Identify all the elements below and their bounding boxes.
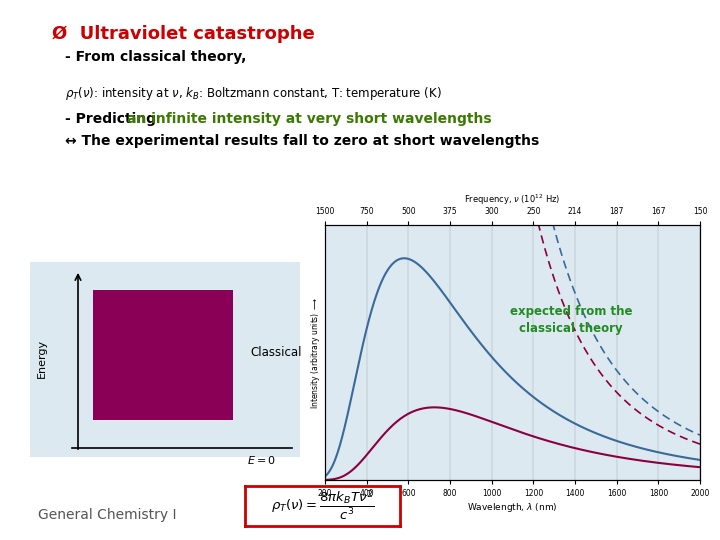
Text: Energy: Energy (37, 339, 47, 377)
Text: General Chemistry I: General Chemistry I (38, 508, 176, 522)
Text: $\rho_T(\nu) = \dfrac{8\pi k_B T\nu^2}{c^3}$: $\rho_T(\nu) = \dfrac{8\pi k_B T\nu^2}{c… (271, 489, 374, 523)
Text: Ø  Ultraviolet catastrophe: Ø Ultraviolet catastrophe (52, 25, 315, 43)
Bar (93, 290, 233, 420)
Text: ↔ The experimental results fall to zero at short wavelengths: ↔ The experimental results fall to zero … (65, 134, 539, 148)
X-axis label: Frequency, $\nu$ (10$^{12}$ Hz): Frequency, $\nu$ (10$^{12}$ Hz) (464, 192, 561, 207)
Text: - From classical theory,: - From classical theory, (65, 50, 246, 64)
Bar (30, 262, 300, 457)
X-axis label: Wavelength, $\lambda$ (nm): Wavelength, $\lambda$ (nm) (467, 501, 558, 514)
Text: $\rho_T(\nu)$: intensity at $\nu$, $k_B$: Boltzmann constant, T: temperature (K): $\rho_T(\nu)$: intensity at $\nu$, $k_B$… (65, 85, 442, 102)
Text: an infinite intensity at very short wavelengths: an infinite intensity at very short wave… (127, 112, 492, 126)
Y-axis label: Intensity (arbitrary units) $\longrightarrow$: Intensity (arbitrary units) $\longrighta… (309, 296, 323, 409)
Text: expected from the
classical theory: expected from the classical theory (510, 305, 632, 335)
Text: - Predicting: - Predicting (65, 112, 161, 126)
Text: $E = 0$: $E = 0$ (247, 454, 276, 466)
Text: Classical: Classical (250, 346, 302, 359)
